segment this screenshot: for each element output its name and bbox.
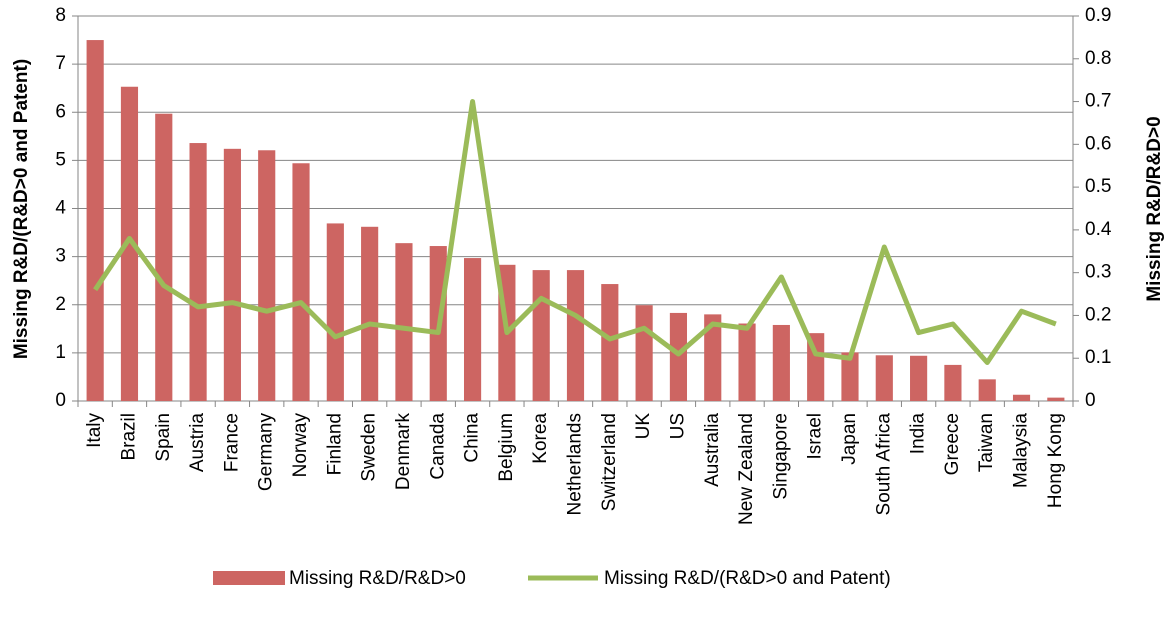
bar [841, 352, 859, 401]
legend-label: Missing R&D/R&D>0 [289, 568, 466, 589]
x-tick-label: South Africa [873, 413, 894, 516]
x-tick-label: Finland [324, 413, 345, 475]
y2-tick-label: 0.8 [1085, 48, 1111, 69]
bar [601, 284, 619, 401]
bar [635, 305, 653, 401]
x-tick-label: Germany [256, 413, 277, 492]
y2-tick-label: 0.6 [1085, 133, 1111, 154]
x-tick-label: India [908, 413, 929, 455]
bar [704, 314, 722, 401]
legend-swatch [213, 571, 285, 585]
x-tick-label: New Zealand [736, 413, 757, 525]
bar [944, 364, 962, 401]
y-tick-label: 1 [55, 342, 66, 363]
y-tick-label: 2 [55, 294, 66, 315]
y2-tick-label: 0.4 [1085, 219, 1112, 240]
y2-tick-label: 0 [1085, 390, 1096, 411]
x-tick-label: Hong Kong [1045, 413, 1066, 508]
bar [772, 324, 790, 401]
y2-axis-title: Missing R&D/R&D>0 [1144, 116, 1165, 301]
y2-tick-label: 0.1 [1085, 347, 1111, 368]
x-tick-label: Malaysia [1011, 413, 1032, 488]
x-tick-label: Israel [805, 413, 826, 459]
x-tick-label: Japan [839, 413, 860, 465]
y-tick-label: 6 [55, 101, 66, 122]
x-tick-label: Australia [702, 413, 723, 487]
bar [738, 323, 756, 401]
bar [86, 40, 104, 401]
x-tick-label: US [667, 413, 688, 439]
y-axis-title: Missing R&D/(R&D>0 and Patent) [11, 59, 32, 359]
x-tick-label: Brazil [118, 413, 139, 461]
bar [669, 312, 688, 401]
y2-tick-label: 0.7 [1085, 91, 1111, 112]
x-tick-label: France [221, 413, 242, 472]
bar [361, 226, 379, 401]
x-tick-label: Singapore [770, 413, 791, 500]
x-tick-label: Canada [427, 413, 448, 480]
bar [978, 379, 996, 401]
y-tick-label: 3 [55, 246, 66, 267]
y-tick-label: 4 [55, 198, 66, 219]
y2-tick-label: 0.3 [1085, 262, 1111, 283]
line [93, 99, 1057, 365]
bar [155, 113, 173, 401]
y2-tick-label: 0.2 [1085, 304, 1111, 325]
x-tick-label: China [462, 413, 483, 463]
bar [189, 143, 207, 402]
bar [1047, 397, 1065, 401]
bar [223, 148, 241, 401]
y-tick-label: 5 [55, 149, 66, 170]
x-tick-label: Netherlands [565, 413, 586, 515]
bar [875, 355, 893, 401]
x-tick-label: Norway [290, 413, 311, 478]
y-tick-label: 7 [55, 53, 66, 74]
legend-label: Missing R&D/(R&D>0 and Patent) [604, 568, 891, 589]
x-tick-label: Italy [84, 413, 105, 448]
x-tick-label: Sweden [359, 413, 380, 482]
x-tick-label: Denmark [393, 413, 414, 491]
x-tick-label: Switzerland [599, 413, 620, 511]
bar [326, 223, 344, 401]
x-tick-label: Belgium [496, 413, 517, 482]
x-tick-label: Korea [530, 413, 551, 464]
x-tick-label: Greece [942, 413, 963, 475]
bar [532, 270, 550, 401]
bar [120, 86, 139, 402]
bar [910, 355, 928, 401]
bar [395, 243, 413, 401]
bar [258, 150, 276, 401]
y2-tick-label: 0.5 [1085, 176, 1111, 197]
x-tick-label: UK [633, 413, 654, 440]
x-tick-label: Spain [153, 413, 174, 462]
y2-tick-label: 0.9 [1085, 5, 1111, 26]
x-tick-label: Taiwan [976, 413, 997, 472]
x-tick-label: Austria [187, 413, 208, 473]
y-tick-label: 8 [55, 5, 66, 26]
bar [1012, 394, 1031, 401]
bar [463, 258, 482, 401]
y-tick-label: 0 [55, 390, 66, 411]
bar [566, 270, 585, 401]
bar [292, 163, 310, 401]
